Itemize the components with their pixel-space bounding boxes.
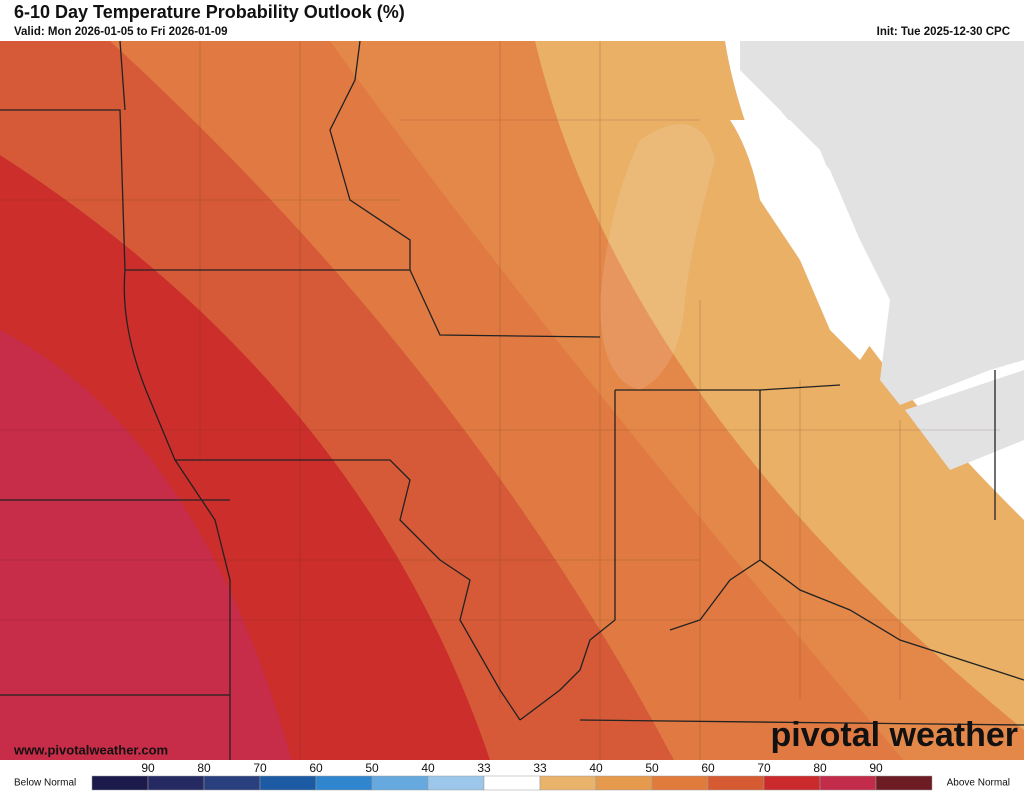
legend-label: 80 [197, 761, 211, 775]
legend-label: 33 [533, 761, 547, 775]
legend-swatch [147, 775, 205, 791]
legend-swatch [539, 775, 597, 791]
legend: Below Normal Above Normal 90 80 70 60 50 40 33… [14, 761, 1010, 791]
website: www.pivotalweather.com [13, 742, 168, 757]
michigan [730, 120, 880, 360]
legend-swatch [595, 775, 653, 791]
legend-swatch [427, 775, 485, 791]
state-borders [0, 41, 1024, 760]
legend-swatch [651, 775, 709, 791]
lake-huron [740, 41, 1024, 405]
legend-swatch [91, 775, 149, 791]
legend-label: 90 [141, 761, 155, 775]
title: 6-10 Day Temperature Probability Outlook… [14, 2, 405, 22]
above-normal-label: Above Normal [947, 778, 1010, 789]
band-80 [0, 330, 292, 760]
legend-label: 50 [365, 761, 379, 775]
logo: pivotal weather [770, 716, 1018, 754]
legend-label: 90 [869, 761, 883, 775]
legend-swatch [259, 775, 317, 791]
legend-label: 40 [421, 761, 435, 775]
legend-swatch [819, 775, 877, 791]
lake-erie [905, 370, 1024, 470]
lake-michigan [600, 124, 715, 390]
init-time: Init: Tue 2025-12-30 CPC [877, 26, 1010, 38]
legend-label: 80 [813, 761, 827, 775]
legend-swatch [875, 775, 933, 791]
legend-label: 70 [757, 761, 771, 775]
legend-swatch [315, 775, 373, 791]
legend-swatch [483, 775, 541, 791]
valid-time: Valid: Mon 2026-01-05 to Fri 2026-01-09 [14, 26, 227, 38]
legend-label: 33 [477, 761, 491, 775]
legend-label: 60 [309, 761, 323, 775]
legend-swatch [203, 775, 261, 791]
below-normal-label: Below Normal [14, 778, 76, 789]
map: www.pivotalweather.com pivotal weather [0, 41, 1024, 760]
legend-label: 60 [701, 761, 715, 775]
legend-swatch [763, 775, 821, 791]
legend-label: 70 [253, 761, 267, 775]
legend-swatch [371, 775, 429, 791]
legend-label: 50 [645, 761, 659, 775]
legend-label: 40 [589, 761, 603, 775]
legend-swatch [707, 775, 765, 791]
